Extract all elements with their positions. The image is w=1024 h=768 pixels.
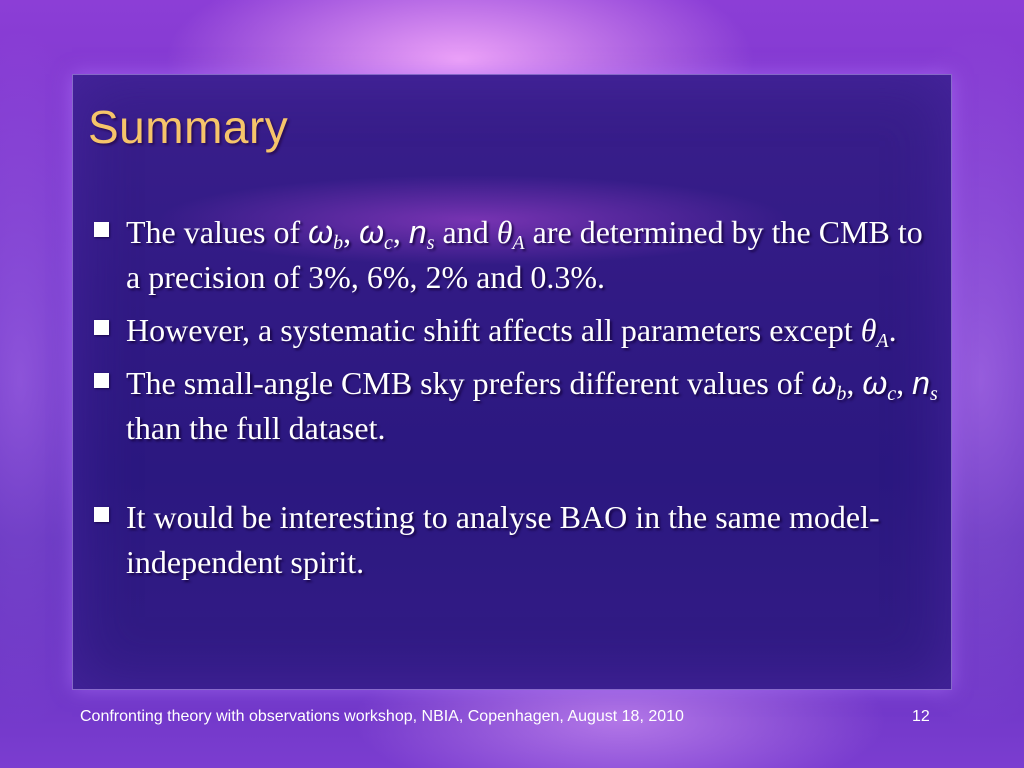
- slide-title: Summary: [88, 101, 289, 153]
- bullet-item-3: The small-angle CMB sky prefers differen…: [92, 361, 942, 451]
- page-number: 12: [912, 708, 930, 725]
- content-panel: [72, 74, 952, 690]
- square-bullet-icon: [94, 320, 109, 335]
- bullet-item-4: It would be interesting to analyse BAO i…: [92, 495, 942, 585]
- bullet-item-1: The values of ωb, ωc, ns and θA are dete…: [92, 210, 942, 300]
- square-bullet-icon: [94, 373, 109, 388]
- bullet-item-2: However, a systematic shift affects all …: [92, 308, 942, 353]
- square-bullet-icon: [94, 507, 109, 522]
- square-bullet-icon: [94, 222, 109, 237]
- slide-footer: Confronting theory with observations wor…: [80, 708, 684, 725]
- bullet-list: The values of ωb, ωc, ns and θA are dete…: [92, 210, 942, 593]
